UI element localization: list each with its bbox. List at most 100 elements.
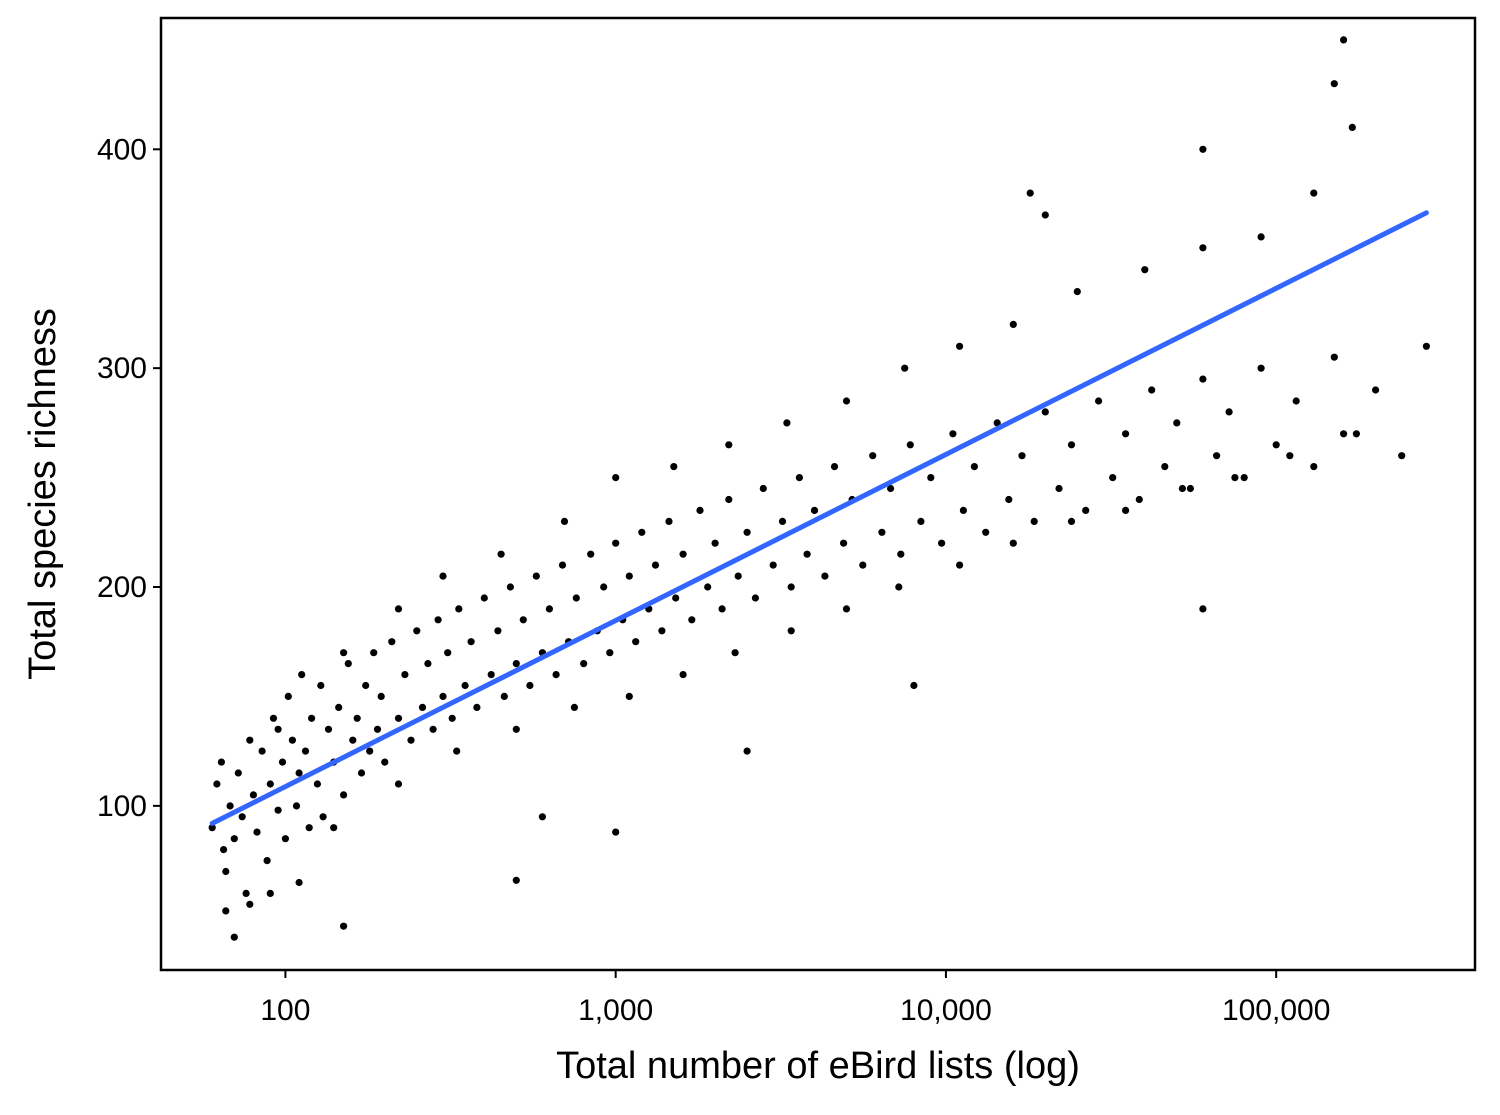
data-point xyxy=(246,900,254,908)
data-point xyxy=(473,703,481,712)
data-point xyxy=(274,725,282,733)
data-point xyxy=(956,561,964,569)
data-point xyxy=(1199,375,1207,383)
data-point xyxy=(538,813,547,821)
data-point xyxy=(1330,353,1338,361)
data-point xyxy=(512,660,520,668)
data-point xyxy=(278,758,287,766)
data-point xyxy=(506,583,514,591)
y-tick-label: 100 xyxy=(97,790,147,823)
data-point xyxy=(1178,484,1186,493)
data-point xyxy=(895,583,903,591)
data-point xyxy=(718,605,726,613)
data-point xyxy=(467,638,475,646)
data-point xyxy=(993,419,1001,427)
data-point xyxy=(795,474,804,482)
data-point xyxy=(842,397,851,405)
data-point xyxy=(1348,123,1356,131)
data-point xyxy=(552,671,560,679)
y-tick-label: 300 xyxy=(97,352,147,385)
data-point xyxy=(897,550,905,558)
data-point xyxy=(266,889,274,898)
data-point xyxy=(1330,80,1338,88)
data-point xyxy=(362,681,370,690)
x-tick-label: 100 xyxy=(260,994,310,1027)
data-point xyxy=(1067,441,1076,449)
data-point xyxy=(572,594,580,602)
data-point xyxy=(759,484,767,493)
data-point xyxy=(1340,430,1348,438)
data-point xyxy=(242,889,250,898)
data-point xyxy=(632,638,640,646)
data-point xyxy=(679,671,687,679)
data-point xyxy=(357,769,366,777)
data-point xyxy=(545,605,554,613)
data-point xyxy=(787,583,795,591)
data-point xyxy=(787,627,795,635)
trend-line xyxy=(209,210,1429,826)
data-point xyxy=(1225,408,1233,416)
data-point xyxy=(869,452,877,460)
data-point xyxy=(377,692,385,701)
data-point xyxy=(230,933,238,941)
data-point xyxy=(494,627,502,635)
data-point xyxy=(1030,517,1038,526)
data-point xyxy=(600,583,608,591)
data-point xyxy=(461,681,469,690)
data-point xyxy=(1257,364,1265,372)
x-axis-ticks: 100 1,000 10,000 100,000 xyxy=(260,970,1330,1027)
data-point xyxy=(696,506,704,514)
data-point xyxy=(1055,484,1063,493)
data-point xyxy=(917,517,925,526)
data-point xyxy=(258,747,266,755)
data-point xyxy=(570,703,579,712)
data-point xyxy=(842,605,851,613)
data-point xyxy=(638,528,646,536)
trend-layer xyxy=(209,210,1429,826)
data-point xyxy=(1213,452,1221,460)
data-point xyxy=(927,474,935,482)
data-point xyxy=(1340,36,1348,44)
data-point xyxy=(1173,419,1181,427)
data-point xyxy=(769,561,777,569)
plot-panel xyxy=(159,16,1477,972)
data-point xyxy=(743,528,751,536)
data-point xyxy=(434,616,442,624)
data-point xyxy=(288,736,296,744)
data-point xyxy=(487,671,495,679)
data-point xyxy=(217,758,225,766)
data-point xyxy=(778,517,787,526)
data-point xyxy=(295,769,303,777)
data-point xyxy=(401,671,409,679)
data-point xyxy=(226,802,234,810)
x-tick-label: 100,000 xyxy=(1222,994,1330,1027)
data-point xyxy=(220,846,228,854)
data-point xyxy=(1141,266,1149,274)
data-point xyxy=(317,681,325,690)
data-point xyxy=(725,495,733,504)
data-point xyxy=(670,463,678,471)
data-point xyxy=(413,627,421,635)
data-point xyxy=(901,364,909,372)
data-point xyxy=(253,828,261,836)
data-point xyxy=(238,813,246,821)
data-point xyxy=(292,802,301,810)
data-point xyxy=(1122,506,1130,514)
data-point xyxy=(353,714,361,722)
data-point xyxy=(1095,397,1103,405)
data-point xyxy=(688,616,696,624)
data-point xyxy=(263,857,271,865)
data-point xyxy=(305,824,313,832)
data-point xyxy=(840,539,848,547)
data-point xyxy=(1310,189,1318,197)
data-point xyxy=(1422,342,1430,350)
data-point xyxy=(381,758,389,766)
data-point xyxy=(222,907,230,915)
data-point xyxy=(274,806,282,814)
data-point xyxy=(266,780,274,788)
data-point xyxy=(612,539,620,547)
data-point xyxy=(281,835,289,843)
data-point xyxy=(1292,397,1300,405)
data-point xyxy=(330,824,338,832)
data-point xyxy=(340,649,348,657)
